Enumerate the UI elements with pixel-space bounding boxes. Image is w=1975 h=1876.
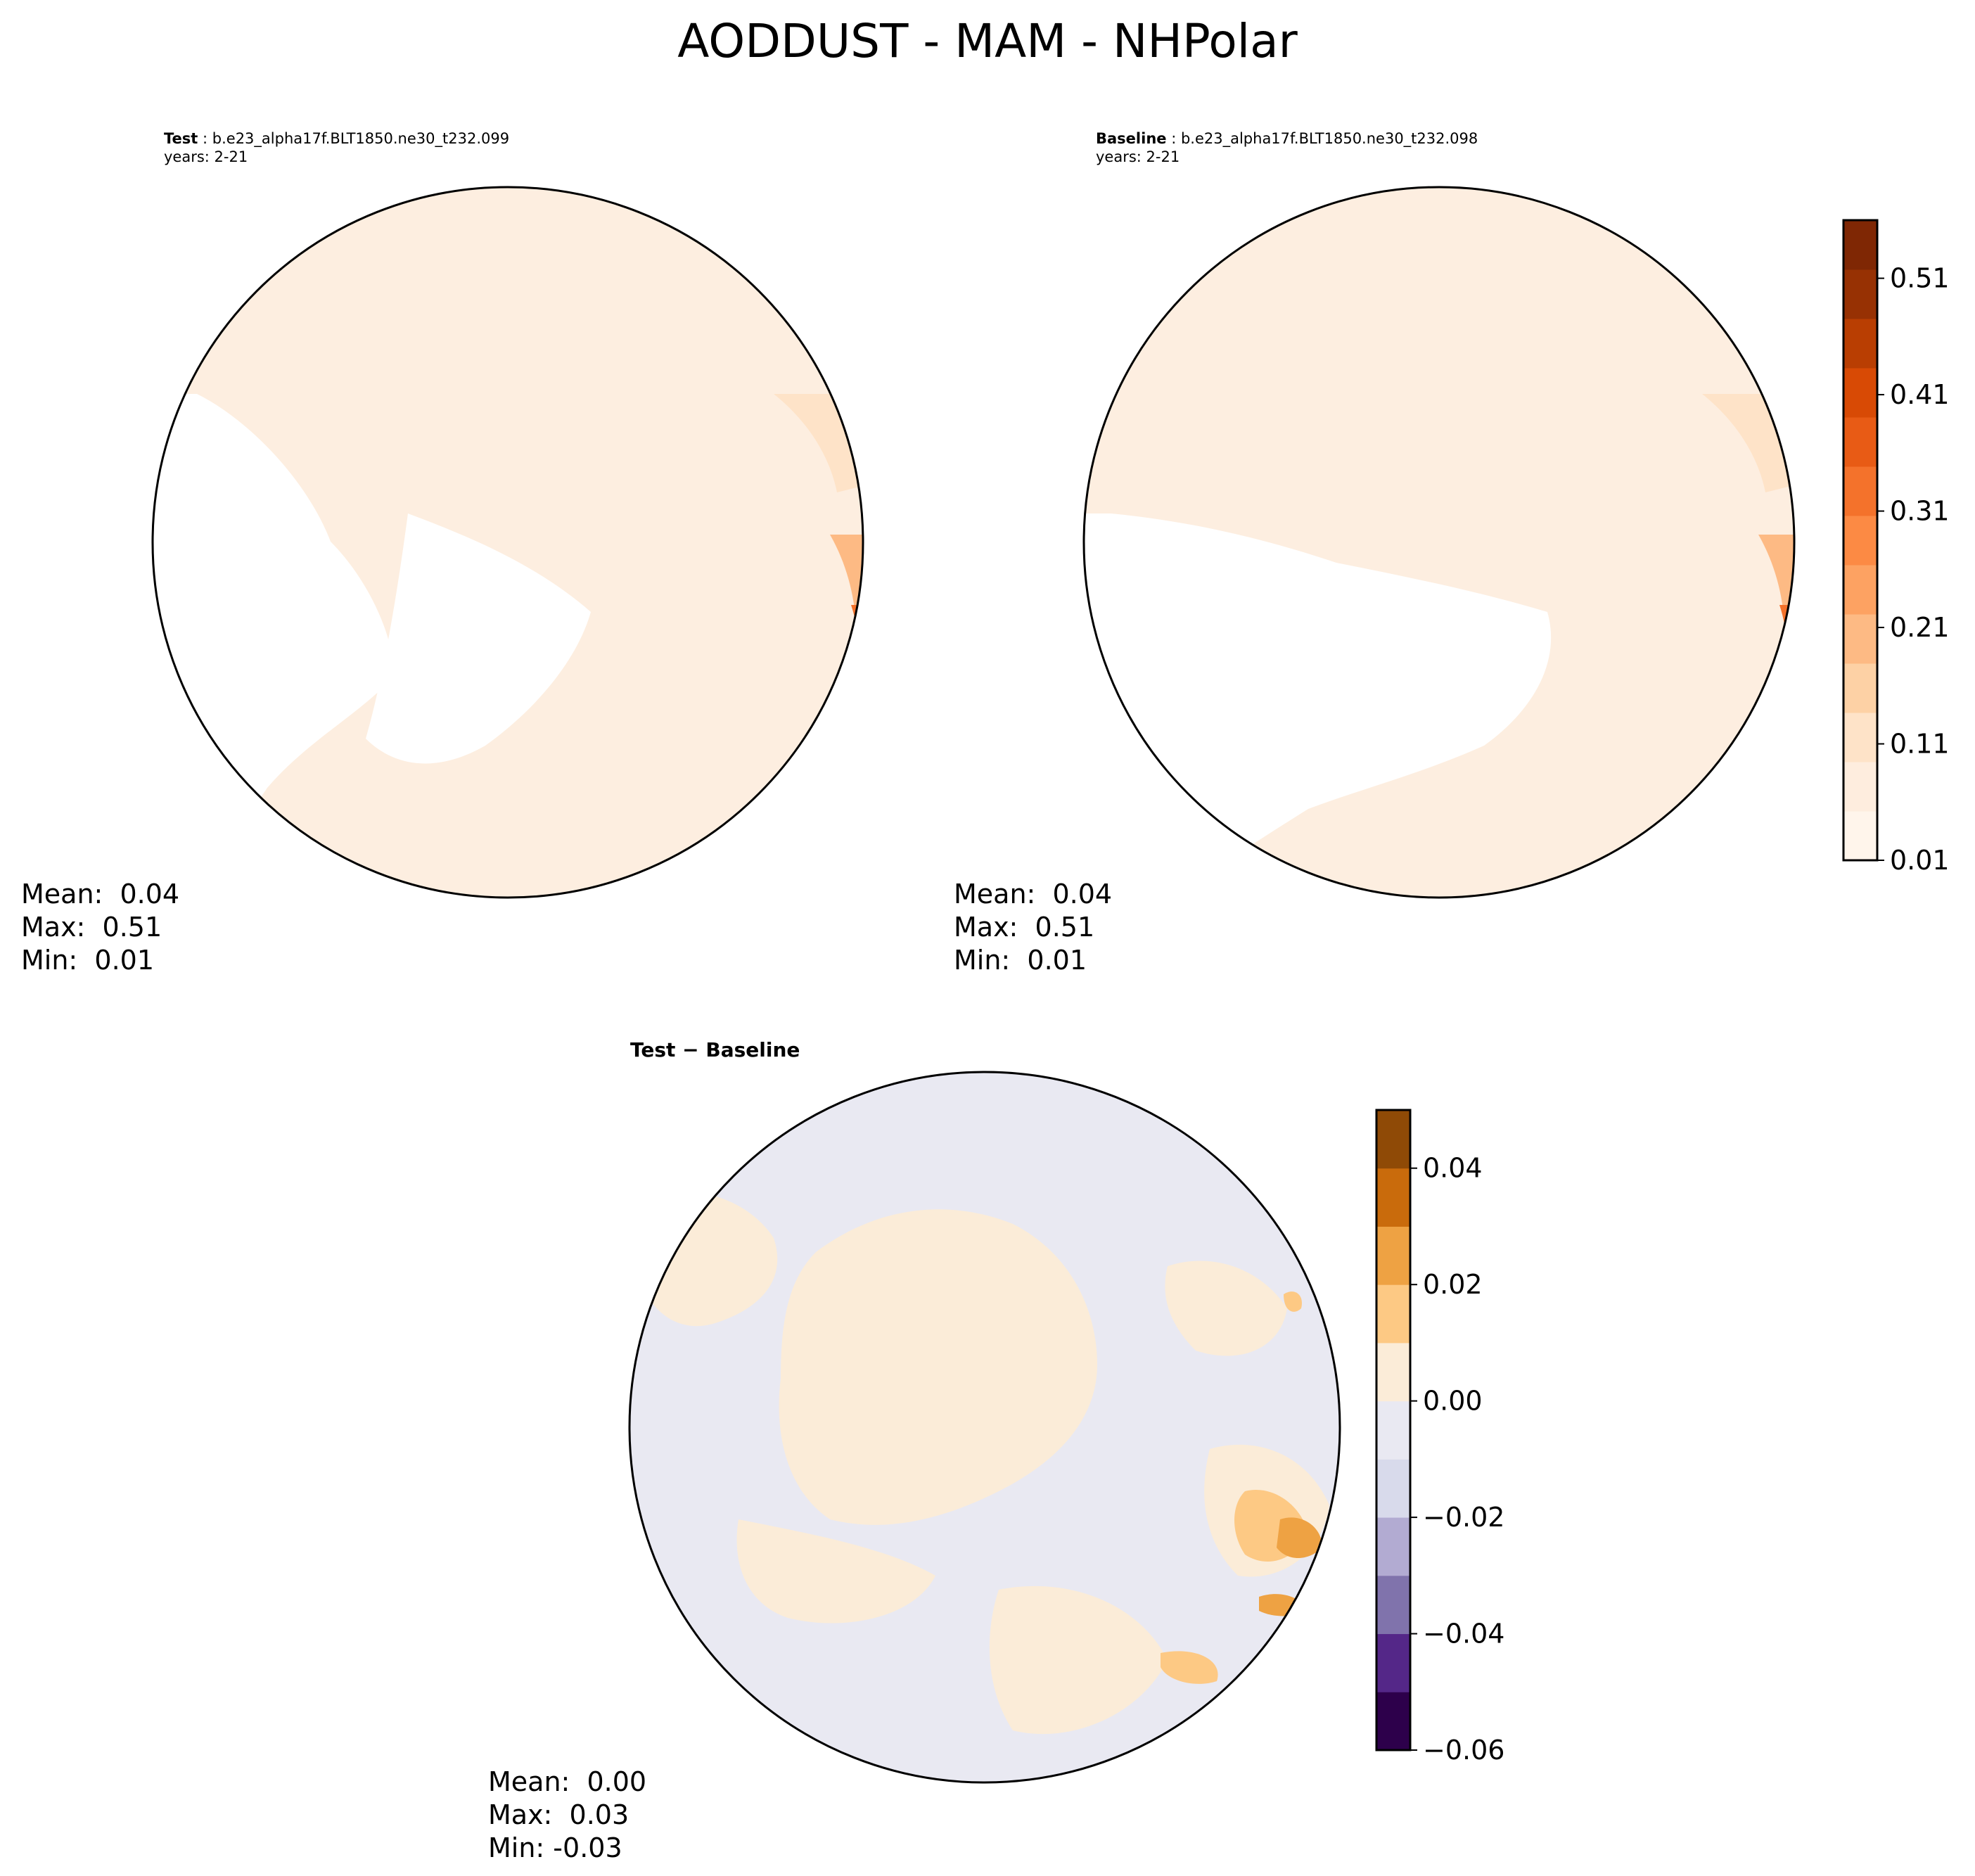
test-stats: Mean: 0.04 Max: 0.51 Min: 0.01 (21, 878, 179, 977)
test-stat-min: Min: 0.01 (21, 945, 154, 976)
absolute-colorbar-level (1843, 565, 1877, 615)
absolute-colorbar-tick-label: 0.11 (1890, 729, 1950, 760)
test-stat-mean: Mean: 0.04 (21, 879, 180, 910)
difference-colorbar-tick-label: 0.02 (1423, 1269, 1483, 1300)
difference-colorbar-level (1376, 1575, 1410, 1635)
absolute-colorbar-level (1843, 614, 1877, 664)
difference-stat-max: Max: 0.03 (488, 1799, 629, 1830)
test-panel-header: Test : b.e23_alpha17f.BLT1850.ne30_t232.… (164, 130, 510, 165)
absolute-colorbar-tick-label: 0.01 (1890, 845, 1950, 876)
difference-positive-strong (1284, 1291, 1302, 1312)
baseline-stats: Mean: 0.04 Max: 0.51 Min: 0.01 (954, 878, 1112, 977)
difference-colorbar-level (1376, 1400, 1410, 1460)
absolute-colorbar-level (1843, 713, 1877, 762)
difference-positive-peak (1277, 1517, 1322, 1558)
absolute-colorbar-level (1843, 663, 1877, 713)
absolute-colorbar-level (1843, 269, 1877, 319)
absolute-colorbar-tick-label: 0.31 (1890, 496, 1950, 527)
difference-colorbar-tick-label: 0.00 (1423, 1386, 1483, 1417)
test-years: years: 2-21 (164, 148, 248, 165)
absolute-colorbar-level (1843, 466, 1877, 516)
baseline-label: Baseline (1096, 130, 1167, 147)
difference-map (628, 1071, 1341, 1784)
baseline-years: years: 2-21 (1096, 148, 1180, 165)
difference-positive-region (779, 1209, 1097, 1525)
difference-colorbar-level (1376, 1342, 1410, 1402)
absolute-colorbar-tick-label: 0.41 (1890, 379, 1950, 410)
test-stat-max: Max: 0.51 (21, 912, 162, 943)
difference-negative-region (1333, 1590, 1340, 1625)
baseline-no-data-region (1084, 513, 1552, 898)
absolute-colorbar-tick-label: 0.21 (1890, 612, 1950, 643)
difference-positive-region (736, 1519, 935, 1623)
test-case-name: b.e23_alpha17f.BLT1850.ne30_t232.099 (212, 130, 510, 147)
absolute-colorbar-level (1843, 762, 1877, 812)
difference-colorbar: −0.06 −0.04 −0.02 0.00 0.02 0.04 (1375, 1109, 1504, 1766)
baseline-stat-min: Min: 0.01 (954, 945, 1087, 976)
baseline-stat-max: Max: 0.51 (954, 912, 1095, 943)
difference-stats: Mean: 0.00 Max: 0.03 Min: -0.03 (488, 1766, 646, 1865)
absolute-colorbar-frame (1842, 219, 1879, 862)
baseline-stat-mean: Mean: 0.04 (954, 879, 1113, 910)
difference-panel-header: Test − Baseline (630, 1038, 800, 1061)
difference-stat-mean: Mean: 0.00 (488, 1766, 647, 1797)
difference-map-border (628, 1071, 1341, 1784)
test-no-data-region (366, 513, 591, 764)
absolute-colorbar-level (1843, 319, 1877, 369)
absolute-colorbar-level (1843, 811, 1877, 861)
test-label: Test (164, 130, 198, 147)
difference-negative-region (1319, 1252, 1336, 1294)
absolute-colorbar-level (1843, 220, 1877, 270)
difference-stat-min: Min: -0.03 (488, 1832, 622, 1863)
baseline-case-name: b.e23_alpha17f.BLT1850.ne30_t232.098 (1180, 130, 1478, 147)
absolute-colorbar-level (1843, 417, 1877, 467)
difference-colorbar-level (1376, 1168, 1410, 1227)
baseline-map-border (1082, 186, 1796, 899)
figure-title: AODDUST - MAM - NHPolar (677, 14, 1298, 68)
absolute-colorbar-tick-label: 0.51 (1890, 263, 1950, 294)
difference-colorbar-tick-label: −0.04 (1423, 1619, 1504, 1650)
difference-positive-region (1165, 1261, 1287, 1356)
test-map-border (151, 186, 864, 899)
absolute-colorbar: 0.01 0.11 0.21 0.31 0.41 0.51 (1842, 219, 1950, 876)
difference-colorbar-level (1376, 1517, 1410, 1576)
baseline-map (1082, 186, 1796, 899)
difference-positive-region (989, 1585, 1168, 1735)
baseline-panel-header: Baseline : b.e23_alpha17f.BLT1850.ne30_t… (1096, 130, 1478, 165)
difference-colorbar-level (1376, 1284, 1410, 1344)
difference-positive-peak (1259, 1594, 1308, 1616)
absolute-colorbar-level (1843, 368, 1877, 418)
difference-colorbar-tick-label: −0.06 (1423, 1735, 1504, 1766)
difference-colorbar-level (1376, 1110, 1410, 1169)
difference-colorbar-level (1376, 1633, 1410, 1692)
baseline-dust-band-faint (1702, 394, 1794, 492)
difference-colorbar-tick-label: −0.02 (1423, 1502, 1504, 1533)
test-map (151, 186, 864, 910)
difference-colorbar-level (1376, 1226, 1410, 1285)
difference-colorbar-frame (1375, 1109, 1412, 1751)
difference-positive-strong (1161, 1651, 1218, 1684)
difference-colorbar-level (1376, 1459, 1410, 1518)
difference-colorbar-tick-label: 0.04 (1423, 1153, 1483, 1184)
difference-colorbar-level (1376, 1692, 1410, 1751)
absolute-colorbar-level (1843, 516, 1877, 566)
